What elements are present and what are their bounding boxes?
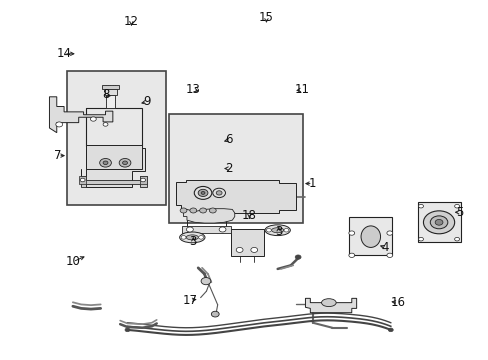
Circle shape [122, 161, 127, 165]
Bar [105, 95, 115, 108]
Circle shape [209, 208, 216, 213]
Circle shape [348, 231, 354, 235]
Circle shape [266, 228, 271, 232]
Text: 4: 4 [381, 241, 388, 254]
Circle shape [219, 227, 225, 232]
Polygon shape [305, 298, 356, 313]
Circle shape [212, 188, 225, 198]
Circle shape [186, 227, 193, 232]
Circle shape [295, 255, 301, 259]
Text: 6: 6 [224, 133, 232, 146]
Ellipse shape [264, 225, 290, 235]
Circle shape [201, 192, 204, 194]
Circle shape [194, 186, 211, 199]
Circle shape [181, 235, 185, 239]
Text: 11: 11 [294, 83, 309, 96]
Circle shape [250, 247, 257, 252]
Text: 13: 13 [185, 83, 201, 96]
Circle shape [348, 253, 354, 257]
Circle shape [429, 216, 447, 229]
Bar [86, 145, 142, 169]
Bar [182, 226, 230, 233]
Polygon shape [183, 209, 234, 223]
Polygon shape [176, 180, 295, 213]
Circle shape [387, 328, 392, 332]
Circle shape [180, 208, 186, 213]
Text: 7: 7 [54, 149, 62, 162]
Circle shape [216, 191, 222, 195]
Circle shape [103, 161, 108, 165]
Text: 2: 2 [224, 162, 232, 175]
Circle shape [90, 117, 96, 121]
Text: 5: 5 [455, 206, 463, 219]
Polygon shape [140, 176, 147, 184]
Text: 15: 15 [259, 12, 273, 24]
Bar [168, 114, 303, 223]
Ellipse shape [179, 232, 204, 243]
Polygon shape [79, 176, 86, 184]
Polygon shape [49, 97, 113, 133]
Text: 14: 14 [57, 47, 71, 60]
Text: 12: 12 [123, 15, 139, 28]
Ellipse shape [321, 299, 335, 307]
Bar [102, 85, 119, 89]
Ellipse shape [360, 226, 380, 247]
Circle shape [434, 220, 442, 225]
Circle shape [56, 122, 62, 127]
Text: 3: 3 [189, 235, 197, 248]
Circle shape [189, 208, 196, 213]
Circle shape [198, 235, 203, 239]
Circle shape [454, 237, 459, 241]
Bar [230, 229, 264, 256]
Ellipse shape [271, 228, 283, 233]
Text: 9: 9 [143, 95, 150, 108]
Bar [348, 217, 391, 255]
Circle shape [418, 237, 423, 241]
Bar [86, 108, 142, 146]
Circle shape [418, 204, 423, 208]
Text: 17: 17 [182, 294, 197, 307]
Text: 16: 16 [390, 296, 405, 309]
Circle shape [454, 204, 459, 208]
Circle shape [141, 178, 145, 182]
Circle shape [423, 211, 454, 234]
Circle shape [103, 123, 108, 126]
Circle shape [236, 247, 243, 252]
Polygon shape [81, 169, 147, 187]
Text: 10: 10 [65, 255, 80, 268]
Polygon shape [86, 108, 144, 187]
Circle shape [119, 158, 131, 167]
Circle shape [284, 228, 288, 232]
Circle shape [199, 208, 206, 213]
Bar [104, 89, 117, 95]
Bar [417, 202, 460, 242]
Bar [66, 71, 166, 205]
Circle shape [198, 189, 207, 197]
Circle shape [386, 231, 392, 235]
Text: 8: 8 [102, 88, 109, 101]
Circle shape [201, 278, 210, 285]
Text: 3: 3 [274, 225, 282, 238]
Ellipse shape [186, 235, 198, 240]
Text: 18: 18 [242, 209, 256, 222]
Circle shape [125, 328, 130, 332]
Circle shape [386, 253, 392, 257]
Circle shape [80, 178, 85, 182]
Circle shape [100, 158, 111, 167]
Circle shape [211, 311, 219, 317]
Text: 1: 1 [308, 177, 316, 190]
